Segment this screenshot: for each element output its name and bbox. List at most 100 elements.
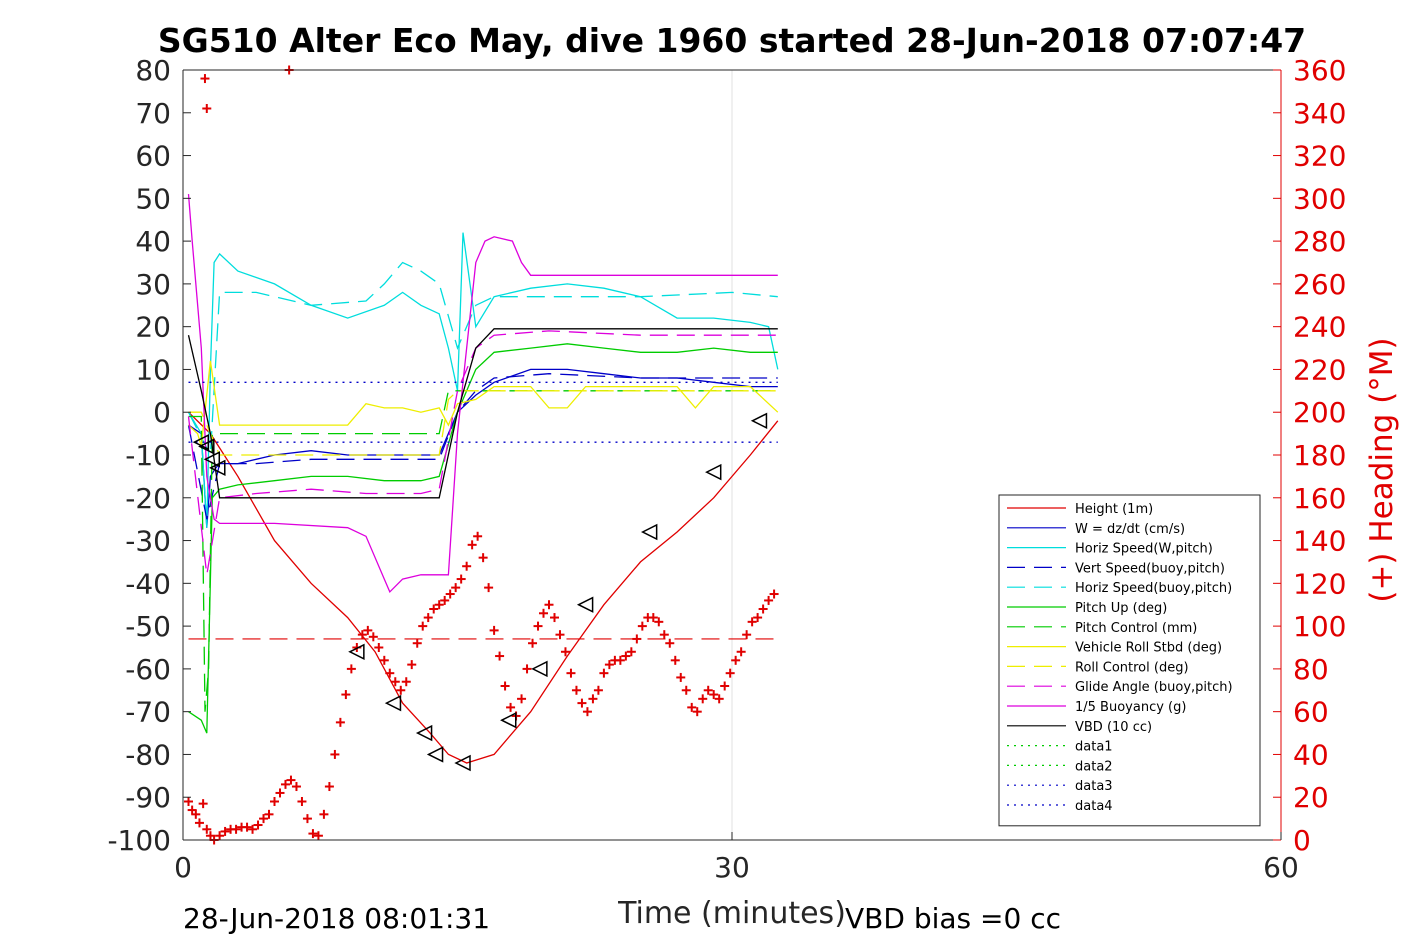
- tick-label-left: 10: [135, 353, 171, 386]
- heading-point: [648, 613, 658, 623]
- height-marker: [209, 459, 226, 477]
- heading-point: [621, 651, 631, 661]
- tick-label-left: 60: [135, 140, 171, 173]
- legend-label: data1: [1075, 740, 1113, 755]
- heading-point: [264, 809, 274, 819]
- tick-label-right: 280: [1293, 225, 1346, 258]
- heading-point: [714, 694, 724, 704]
- heading-point: [429, 604, 439, 614]
- heading-point: [539, 608, 549, 618]
- tick-label-left: -40: [125, 567, 171, 600]
- heading-point: [582, 707, 592, 717]
- heading-point: [654, 617, 664, 627]
- tick-label-left: 70: [135, 97, 171, 130]
- heading-point: [357, 630, 367, 640]
- heading-point: [396, 685, 406, 695]
- heading-point: [215, 831, 225, 841]
- legend-label: Height (1m): [1075, 502, 1153, 517]
- heading-point: [313, 831, 323, 841]
- heading-point: [500, 681, 510, 691]
- heading-point: [286, 775, 296, 785]
- heading-point: [330, 749, 340, 759]
- heading-point: [484, 583, 494, 593]
- tick-label-left: -90: [125, 781, 171, 814]
- legend-box: [998, 494, 1261, 827]
- legend-label: Horiz Speed(W,pitch): [1075, 542, 1213, 557]
- tick-label-right: 60: [1293, 696, 1329, 729]
- heading-point: [528, 638, 538, 648]
- heading-point: [248, 824, 258, 834]
- heading-point: [560, 647, 570, 657]
- chart-title: SG510 Alter Eco May, dive 1960 started 2…: [158, 21, 1306, 60]
- heading-point: [637, 621, 647, 631]
- tick-label-left: -100: [107, 824, 171, 857]
- legend-label: Vert Speed(buoy,pitch): [1075, 561, 1225, 576]
- heading-point: [703, 685, 713, 695]
- heading-point: [280, 779, 290, 789]
- heading-point: [302, 814, 312, 824]
- tick-label-left: -50: [125, 610, 171, 643]
- heading-point: [270, 797, 279, 806]
- heading-point: [698, 694, 708, 704]
- tick-label-left: 30: [135, 268, 171, 301]
- heading-point: [720, 681, 730, 691]
- heading-point: [533, 621, 543, 631]
- heading-point: [253, 820, 263, 830]
- heading-point: [549, 613, 559, 623]
- heading-point: [319, 809, 329, 819]
- heading-point: [412, 638, 422, 648]
- heading-point: [555, 630, 565, 640]
- heading-point: [407, 660, 417, 670]
- heading-point: [379, 655, 389, 665]
- tick-label-right: 180: [1293, 439, 1346, 472]
- heading-point: [758, 604, 768, 614]
- tick-label-left: 40: [135, 225, 171, 258]
- heading-point: [731, 655, 741, 665]
- heading-point: [231, 824, 241, 834]
- heading-point: [341, 690, 351, 700]
- x-axis-label: Time (minutes): [617, 896, 846, 931]
- tick-label-x: 0: [174, 851, 192, 884]
- heading-point: [676, 672, 686, 682]
- heading-point: [242, 822, 252, 832]
- heading-point: [544, 600, 554, 610]
- heading-points: [183, 65, 779, 845]
- tick-label-right: 140: [1293, 525, 1346, 558]
- series-line-7: [188, 360, 779, 447]
- heading-point: [742, 630, 752, 640]
- heading-point: [577, 698, 587, 708]
- heading-point: [434, 600, 444, 610]
- legend-label: Pitch Up (deg): [1075, 601, 1167, 616]
- tick-label-x: 30: [714, 851, 750, 884]
- series-line-4: [187, 261, 778, 458]
- footer-vbd-bias: VBD bias =0 cc: [845, 902, 1061, 935]
- legend-label: 1/5 Buoyancy (g): [1075, 700, 1186, 715]
- tick-label-left: -10: [125, 439, 171, 472]
- series-line-6: [188, 390, 778, 712]
- heading-point: [462, 561, 472, 571]
- y-axis-right-label: (+) Heading (°M): [1364, 337, 1400, 602]
- heading-point: [687, 702, 697, 712]
- tick-label-left: 50: [135, 182, 171, 215]
- heading-point: [198, 799, 208, 809]
- tick-label-right: 200: [1293, 396, 1346, 429]
- height-marker: [415, 724, 433, 742]
- heading-point: [423, 613, 433, 623]
- heading-point: [632, 634, 642, 644]
- tick-label-x: 60: [1263, 851, 1299, 884]
- height-marker: [454, 754, 471, 772]
- heading-point: [200, 74, 210, 84]
- height-marker: [531, 660, 548, 678]
- tick-label-right: 360: [1293, 54, 1346, 87]
- heading-point: [297, 797, 307, 806]
- tick-label-left: -20: [125, 482, 171, 515]
- heading-point: [571, 685, 581, 695]
- heading-point: [764, 595, 774, 605]
- series-line-9: [187, 330, 778, 575]
- heading-point: [220, 826, 230, 836]
- heading-point: [467, 540, 477, 550]
- heading-point: [725, 668, 735, 678]
- legend-label: Vehicle Roll Stbd (deg): [1075, 641, 1222, 656]
- heading-point: [593, 685, 603, 695]
- x-axis-ticks: 0 30 60: [174, 832, 1299, 884]
